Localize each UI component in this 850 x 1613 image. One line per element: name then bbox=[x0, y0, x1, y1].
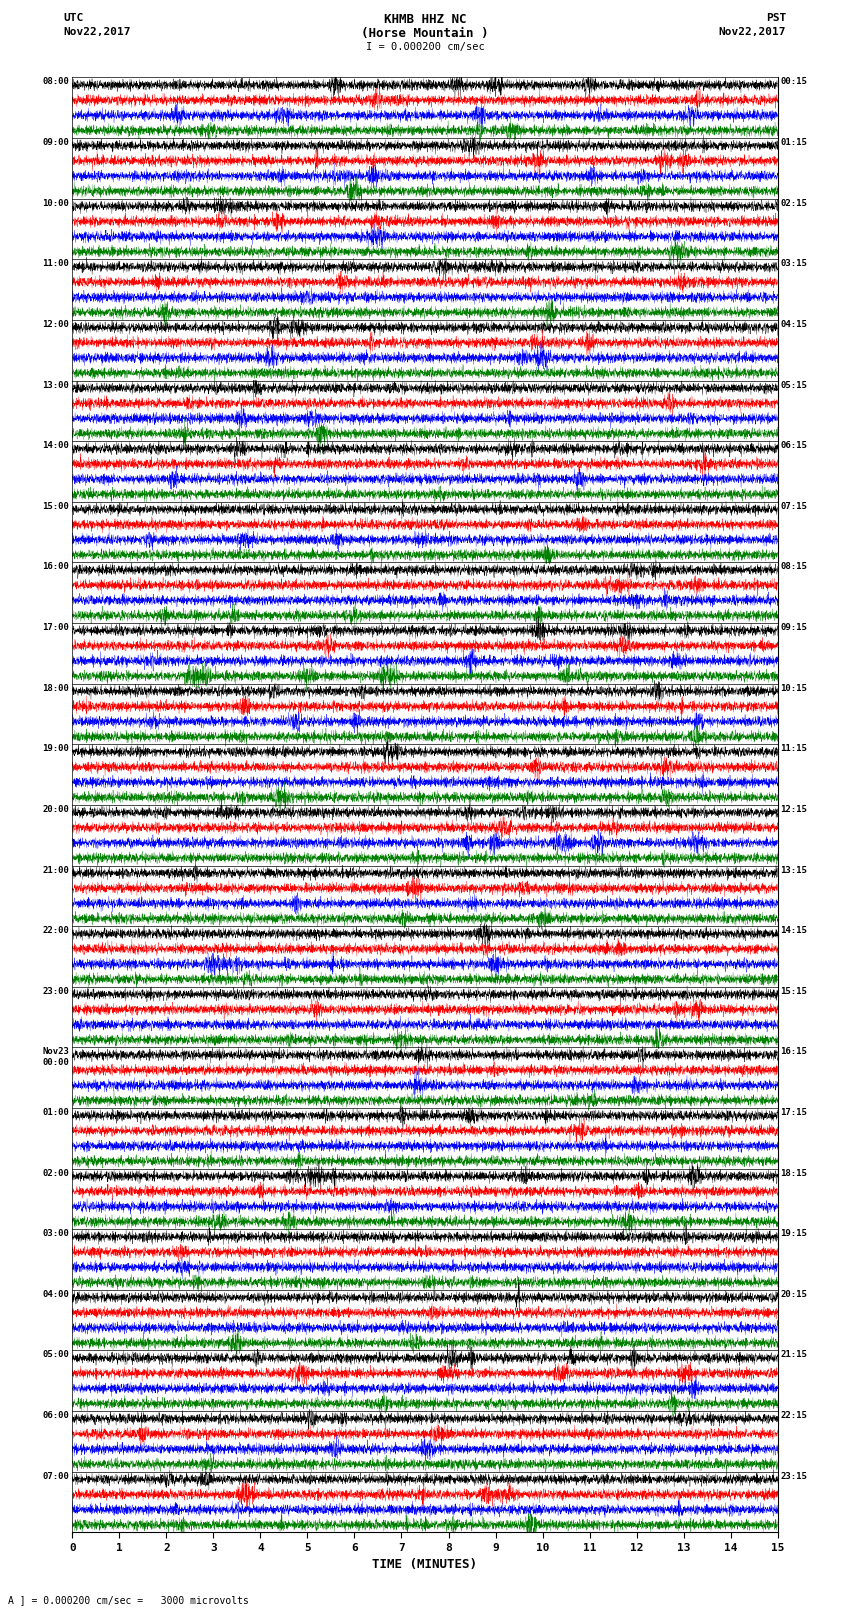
X-axis label: TIME (MINUTES): TIME (MINUTES) bbox=[372, 1558, 478, 1571]
Text: A ] = 0.000200 cm/sec =   3000 microvolts: A ] = 0.000200 cm/sec = 3000 microvolts bbox=[8, 1595, 249, 1605]
Text: (Horse Mountain ): (Horse Mountain ) bbox=[361, 27, 489, 40]
Text: PST: PST bbox=[766, 13, 786, 23]
Text: UTC: UTC bbox=[64, 13, 84, 23]
Text: I = 0.000200 cm/sec: I = 0.000200 cm/sec bbox=[366, 42, 484, 52]
Text: Nov22,2017: Nov22,2017 bbox=[64, 27, 131, 37]
Text: Nov22,2017: Nov22,2017 bbox=[719, 27, 786, 37]
Text: KHMB HHZ NC: KHMB HHZ NC bbox=[383, 13, 467, 26]
